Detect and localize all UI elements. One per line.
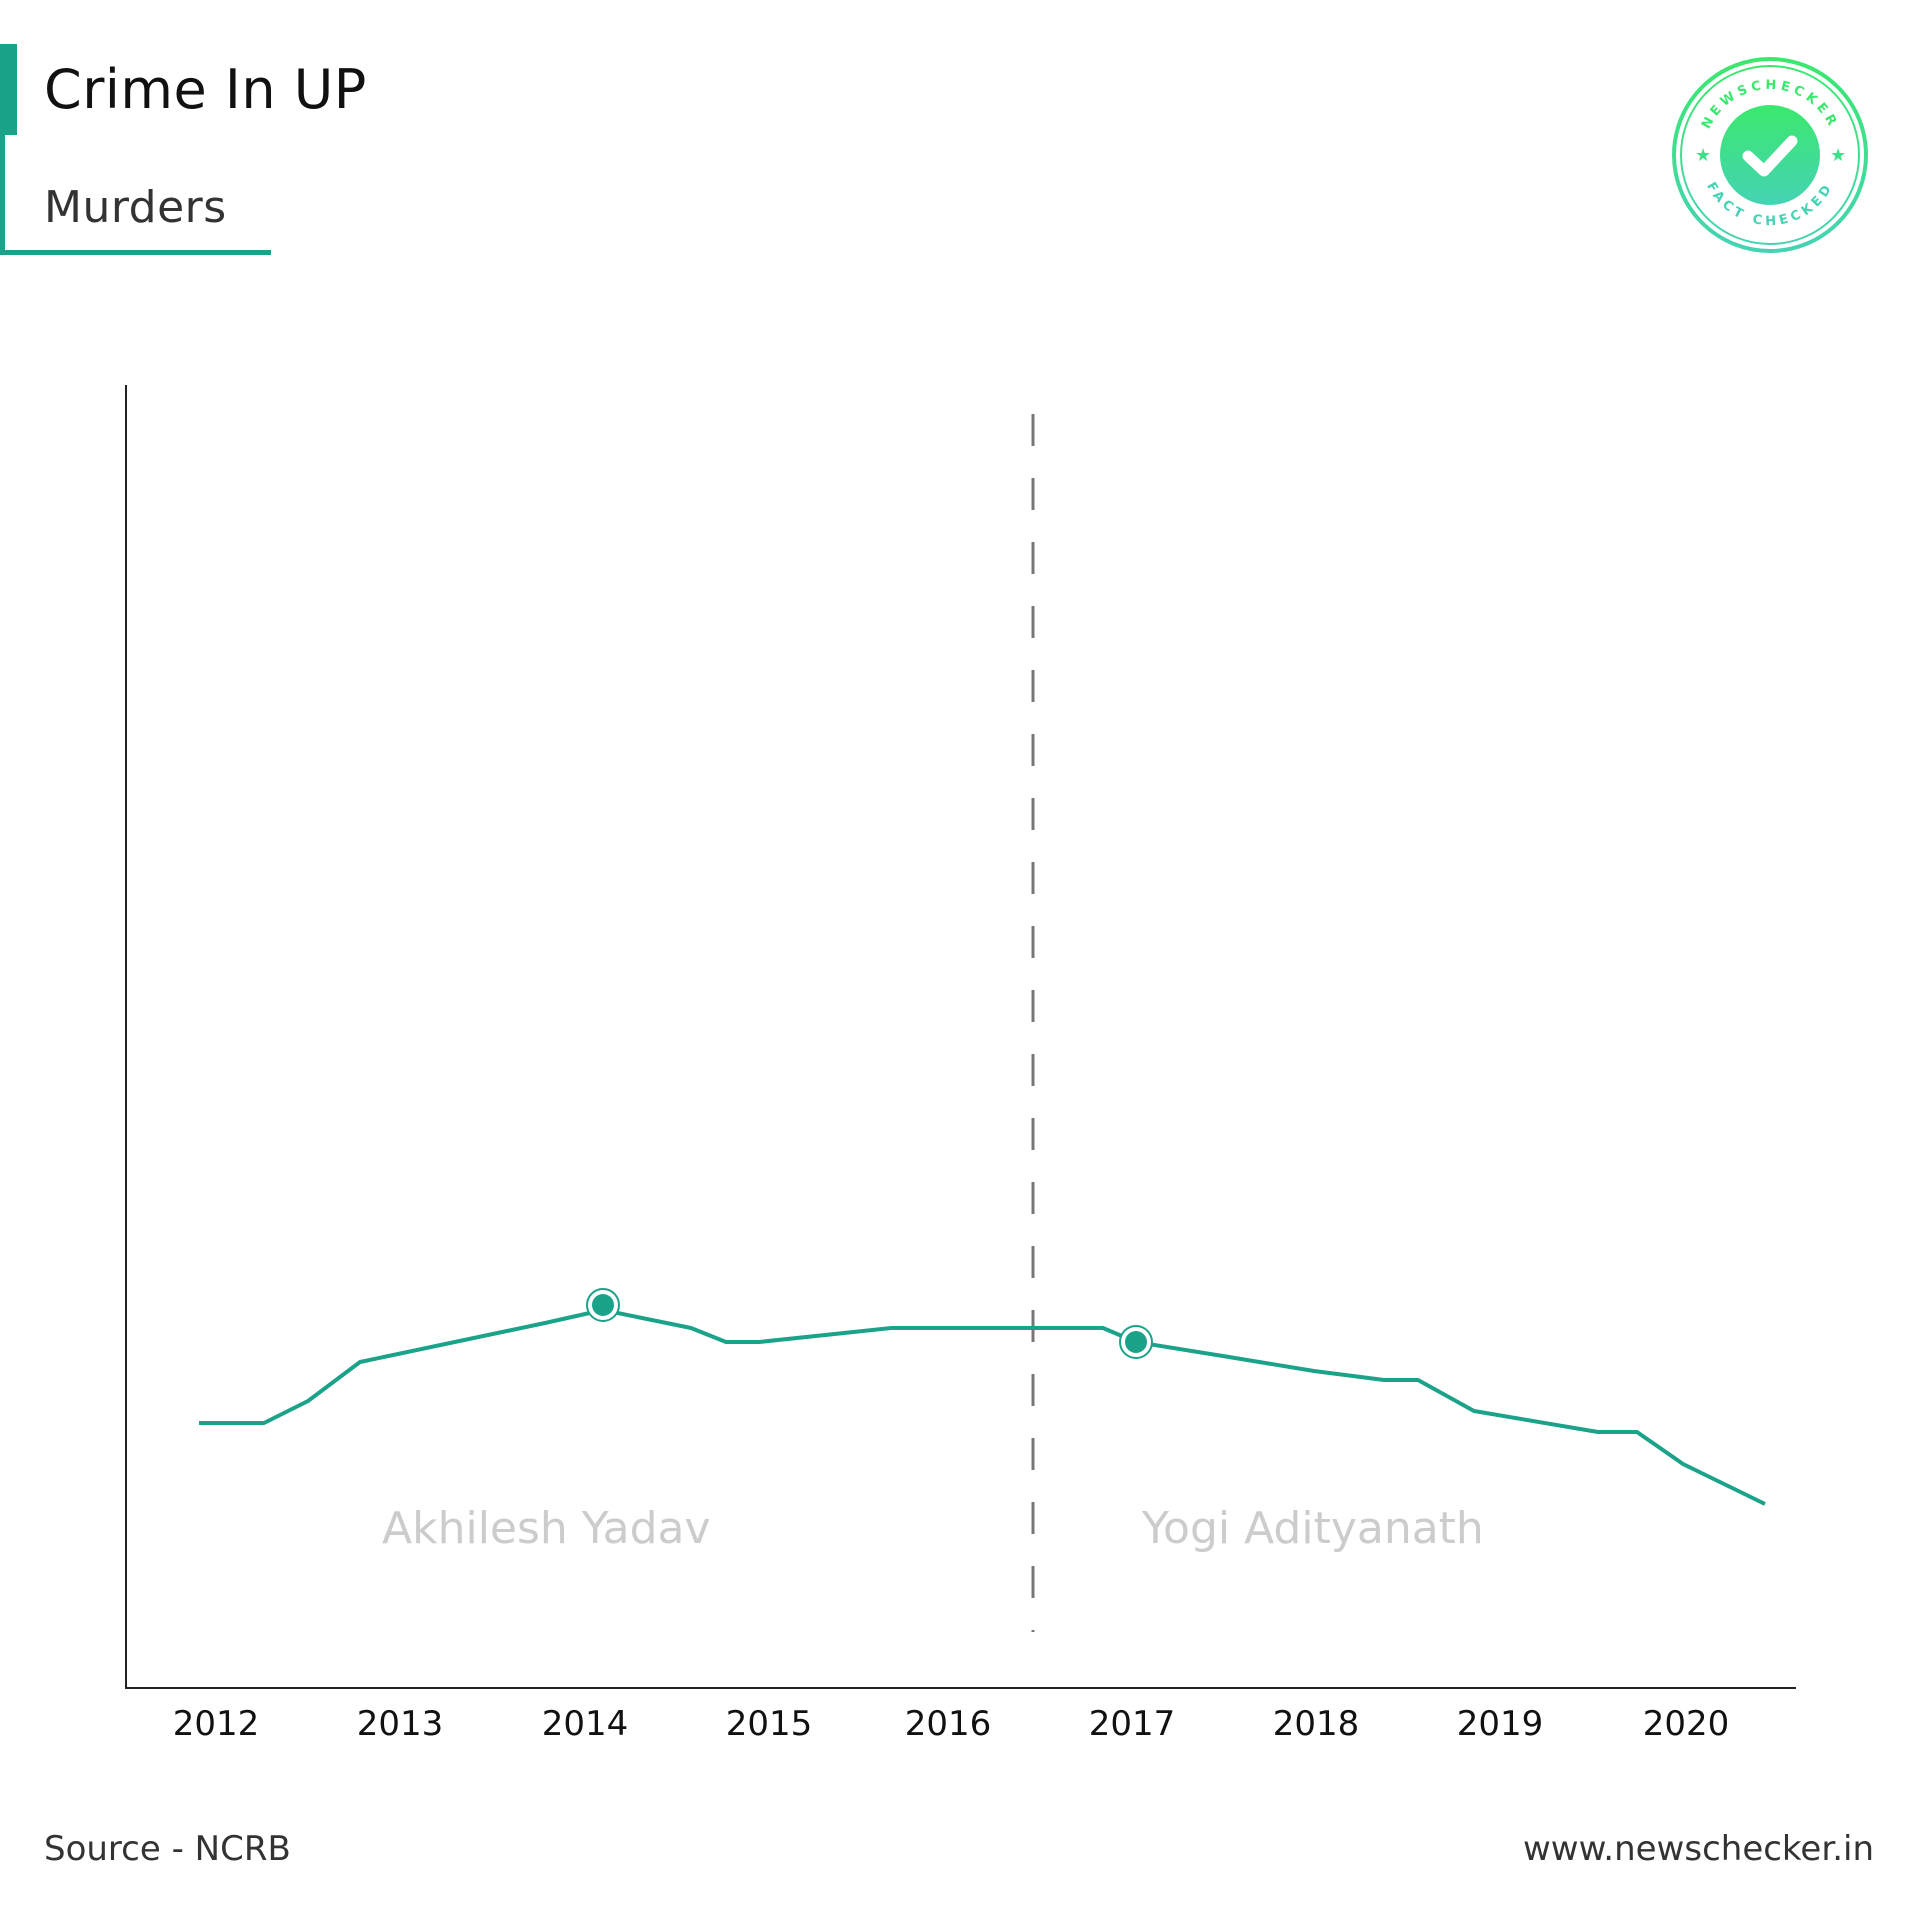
- x-tick-label: 2018: [1272, 1704, 1360, 1744]
- title-frame-left-line: [0, 135, 5, 254]
- source-note: Source - NCRB: [44, 1829, 291, 1869]
- highlight-marker-dot: [1125, 1331, 1147, 1353]
- highlight-marker-dot: [592, 1294, 614, 1316]
- x-tick-label: 2016: [904, 1704, 992, 1744]
- x-tick-label: 2019: [1456, 1704, 1544, 1744]
- murders-series-line: [199, 1308, 1766, 1506]
- star-icon-left: ★: [1695, 145, 1711, 166]
- title-frame-bottom-line: [0, 250, 271, 255]
- check-icon: [1742, 135, 1798, 177]
- x-tick-label: 2015: [725, 1704, 813, 1744]
- era-label-akhilesh-yadav: Akhilesh Yadav: [382, 1503, 711, 1554]
- title-accent-bar: [0, 44, 17, 135]
- highlight-markers: [586, 1288, 1153, 1359]
- x-tick-label: 2012: [172, 1704, 260, 1744]
- newschecker-fact-checked-logo: NEWSCHECKER FACT CHECKED ★ ★: [1670, 55, 1870, 255]
- chart-subtitle: Murders: [44, 182, 227, 233]
- x-tick-label: 2017: [1088, 1704, 1176, 1744]
- era-label-yogi-adityanath: Yogi Adityanath: [1142, 1503, 1484, 1554]
- site-url: www.newschecker.in: [1522, 1829, 1874, 1869]
- chart-title: Crime In UP: [44, 58, 367, 121]
- star-icon-right: ★: [1830, 145, 1846, 166]
- x-tick-label: 2020: [1642, 1704, 1730, 1744]
- x-tick-label: 2013: [356, 1704, 444, 1744]
- x-tick-label: 2014: [541, 1704, 629, 1744]
- check-badge: [1720, 105, 1820, 205]
